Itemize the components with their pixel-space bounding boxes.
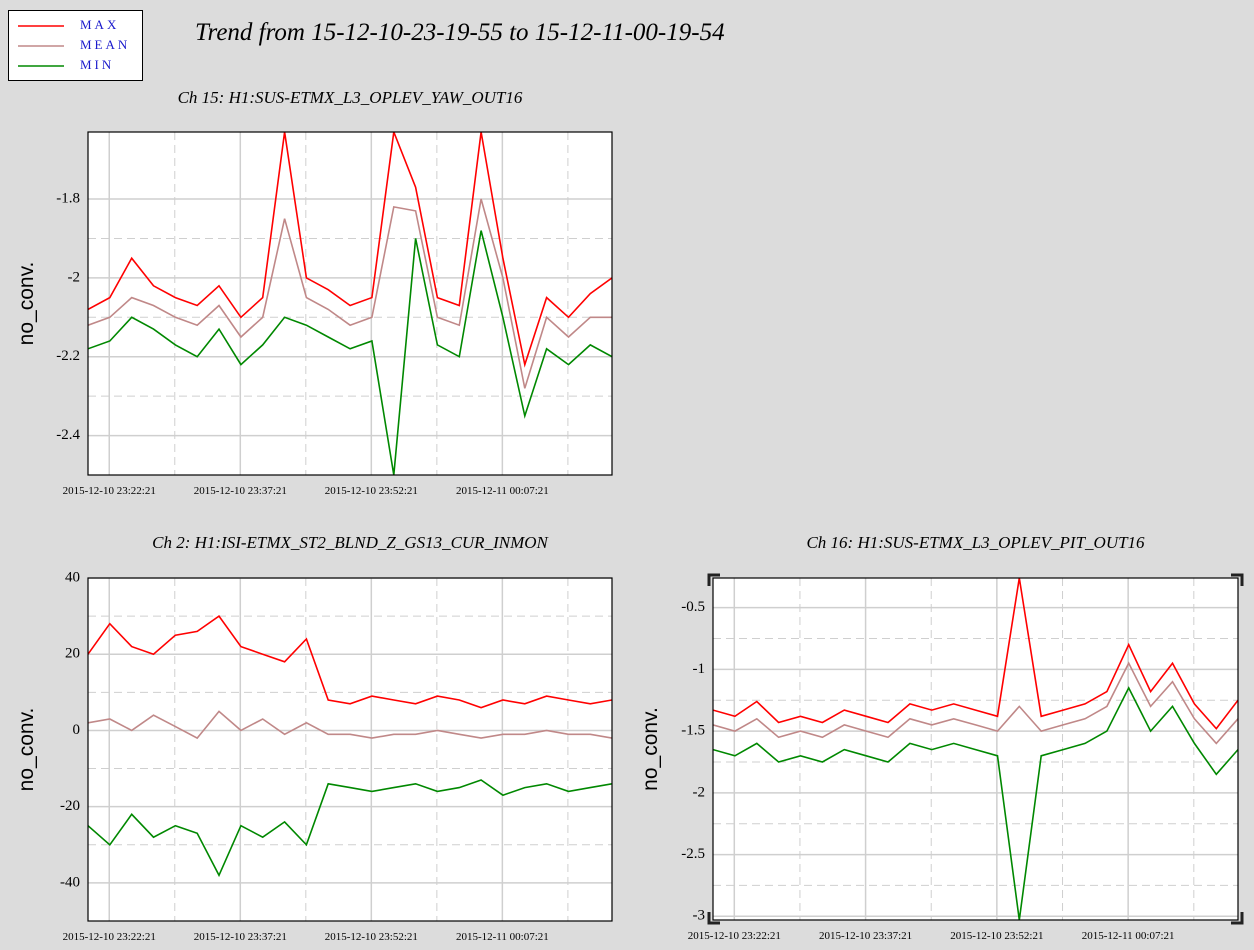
y-axis-label: no_conv. [639,707,662,791]
plot-area [88,578,612,921]
series-line [88,614,612,709]
series-line [713,661,1238,745]
panel: Ch 15: H1:SUS-ETMX_L3_OPLEV_YAW_OUT16 -2.… [15,88,613,497]
chart-title: Ch 16: H1:SUS-ETMX_L3_OPLEV_PIT_OUT16 [806,533,1145,552]
series-line [88,230,612,475]
main-title: Trend from 15-12-10-23-19-55 to 15-12-11… [195,19,725,46]
panel: Ch 16: H1:SUS-ETMX_L3_OPLEV_PIT_OUT16 -3 -… [639,533,1239,942]
y-tick-label: -2 [68,269,81,285]
x-tick-label: 2015-12-10 23:37:21 [194,931,287,943]
series-line [88,710,612,740]
plot-frame [712,577,1239,921]
y-tick-label: -2.4 [56,427,80,443]
legend-label: MIN [80,57,114,72]
y-tick-label: -2.2 [56,348,80,364]
handle [1231,573,1244,586]
y-tick-label: -2.5 [681,846,705,862]
plot-area [88,132,612,475]
x-tick-label: 2015-12-10 23:22:21 [63,931,156,943]
y-tick-label: 40 [65,569,80,585]
handle [707,912,720,925]
plot-frame [87,577,613,922]
plot-frame [87,131,613,476]
x-tick-label: 2015-12-10 23:52:21 [325,485,418,497]
x-tick-label: 2015-12-10 23:52:21 [950,930,1043,942]
x-tick-label: 2015-12-10 23:37:21 [819,930,912,942]
x-tick-label: 2015-12-10 23:22:21 [63,485,156,497]
y-tick-label: -2 [693,784,706,800]
selection-handles [707,573,1244,925]
x-tick-label: 2015-12-10 23:52:21 [325,931,418,943]
series-line [88,132,612,368]
x-tick-label: 2015-12-11 00:07:21 [456,485,549,497]
x-tick-label: 2015-12-10 23:37:21 [194,485,287,497]
y-axis-label: no_conv. [15,708,38,792]
chart-title: Ch 2: H1:ISI-ETMX_ST2_BLND_Z_GS13_CUR_IN… [152,533,549,552]
series-line [88,779,612,878]
y-axis-label: no_conv. [15,262,38,346]
series-line [713,578,1238,730]
handle [707,573,720,586]
x-tick-label: 2015-12-11 00:07:21 [1082,930,1175,942]
legend-label: MAX [80,17,119,32]
y-tick-label: 20 [65,646,80,662]
series-line [88,198,612,389]
y-tick-label: -1 [693,661,706,677]
y-tick-label: -20 [60,798,80,814]
handle [1231,912,1244,925]
y-tick-label: -40 [60,874,80,890]
y-tick-label: 0 [73,722,81,738]
legend-label: MEAN [80,37,130,52]
chart-title: Ch 15: H1:SUS-ETMX_L3_OPLEV_YAW_OUT16 [178,88,523,107]
x-tick-label: 2015-12-11 00:07:21 [456,931,549,943]
panel: Ch 2: H1:ISI-ETMX_ST2_BLND_Z_GS13_CUR_IN… [15,533,613,943]
y-tick-label: -1.8 [56,190,80,206]
y-tick-label: -1.5 [681,723,705,739]
y-tick-label: -3 [693,908,706,924]
series-line [713,686,1238,920]
y-tick-label: -0.5 [681,599,705,615]
x-tick-label: 2015-12-10 23:22:21 [688,930,781,942]
